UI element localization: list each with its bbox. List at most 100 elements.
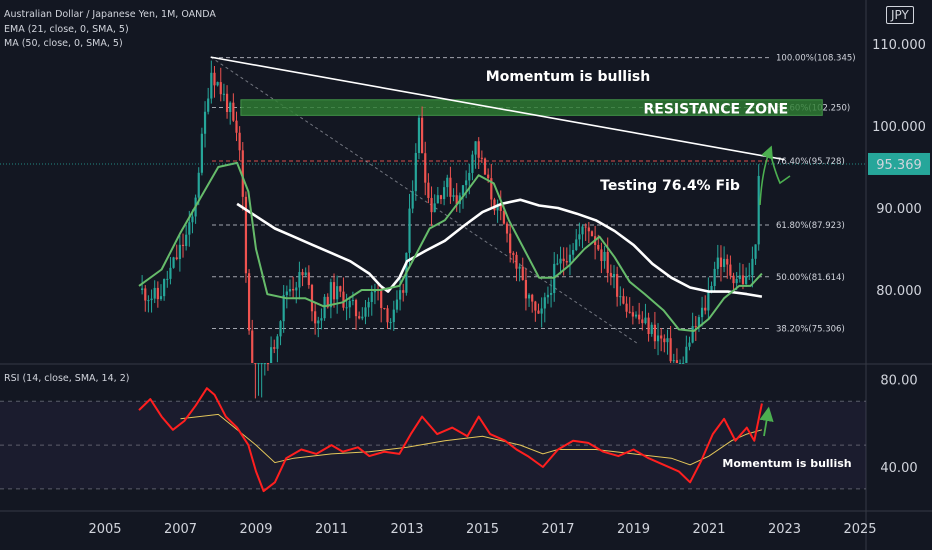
candle-body — [332, 282, 336, 300]
candle-body — [710, 285, 713, 291]
candle-body — [685, 346, 688, 363]
candle-body — [641, 319, 644, 324]
candle-body — [751, 258, 754, 276]
candle-body — [477, 141, 480, 158]
candle-body — [455, 195, 458, 205]
candle-body — [386, 308, 389, 323]
candle-body — [606, 251, 609, 273]
candle-body — [675, 360, 679, 363]
candle-body — [247, 273, 251, 331]
fib-level-label: 76.40%(95.728) — [776, 157, 845, 167]
candle-body — [200, 133, 203, 173]
candle-body — [515, 254, 518, 269]
candle-body — [704, 307, 707, 311]
current-price-value: 95.369 — [876, 158, 922, 173]
resistance-zone: RESISTANCE ZONE — [240, 99, 823, 117]
candle-body — [666, 338, 669, 343]
candle-body — [361, 316, 364, 319]
candle-body — [625, 303, 628, 312]
candle-body — [417, 117, 421, 153]
candle-body — [301, 272, 304, 276]
candle-body — [575, 239, 578, 251]
candle-body — [540, 308, 543, 314]
time-axis-tick: 2013 — [390, 522, 423, 537]
candle-body — [141, 288, 144, 290]
candle-body — [590, 231, 594, 237]
indicator-lines — [0, 56, 866, 332]
candle-body — [159, 296, 163, 300]
candle-body — [656, 335, 660, 342]
candle-body — [556, 263, 559, 265]
candle-body — [251, 330, 254, 363]
candle-body — [581, 226, 584, 235]
candle-body — [188, 222, 191, 235]
candle-body — [421, 117, 424, 154]
candle-body — [270, 347, 273, 363]
candle-body — [578, 234, 581, 240]
rsi-axis-tick: 80.00 — [880, 373, 917, 388]
resistance-zone-box — [240, 99, 823, 116]
candle-body — [663, 338, 666, 343]
candle-body — [565, 261, 568, 263]
candle-body — [320, 318, 323, 321]
candle-body — [317, 320, 320, 324]
candle-body — [156, 287, 159, 300]
candle-body — [616, 274, 619, 297]
candle-body — [691, 326, 694, 343]
candle-body — [298, 272, 301, 288]
candle-body — [496, 203, 499, 211]
candle-body — [364, 307, 367, 317]
candle-body — [723, 258, 726, 267]
candle-body — [446, 177, 449, 188]
candle-body — [719, 257, 723, 267]
ema-line — [138, 161, 763, 332]
candles — [141, 60, 760, 399]
candle-body — [288, 289, 292, 292]
current-price-badge — [868, 152, 930, 175]
candle-body — [144, 288, 147, 301]
pullback-arrow — [769, 151, 791, 185]
candle-body — [238, 132, 241, 151]
candle-body — [738, 275, 741, 279]
candle-body — [600, 249, 603, 262]
candle-body — [326, 296, 329, 308]
trendline — [210, 56, 785, 161]
candle-body — [285, 291, 288, 296]
resistance-zone-label: RESISTANCE ZONE — [643, 101, 788, 117]
candle-body — [213, 72, 216, 86]
candle-body — [185, 234, 188, 247]
rsi-legend[interactable]: RSI (14, close, SMA, 14, 2) — [4, 373, 130, 384]
candle-body — [609, 272, 612, 277]
candle-body — [465, 180, 468, 186]
candle-body — [163, 279, 166, 297]
candle-body — [383, 308, 386, 310]
candle-body — [634, 314, 638, 317]
candle-body — [203, 111, 207, 134]
fib-level-label: 100.00%(108.345) — [776, 54, 856, 64]
candle-body — [169, 267, 172, 279]
candle-body — [260, 363, 263, 364]
candle-body — [612, 274, 616, 277]
candle-body — [543, 297, 546, 309]
ema-legend[interactable]: EMA (21, close, 0, SMA, 5) — [4, 24, 129, 35]
candle-body — [263, 363, 266, 364]
rsi-axis-tick: 40.00 — [880, 461, 917, 476]
candle-body — [449, 177, 452, 197]
candle-body — [398, 290, 402, 300]
ma-legend[interactable]: MA (50, close, 0, SMA, 5) — [4, 38, 123, 49]
candle-body — [745, 276, 748, 284]
up-arrow — [759, 145, 773, 206]
candle-body — [380, 290, 383, 309]
candle-body — [172, 257, 175, 268]
candle-body — [707, 290, 710, 311]
ma-line — [236, 198, 763, 298]
currency-badge[interactable]: JPY — [886, 6, 914, 24]
candle-body — [502, 210, 505, 224]
candle-body — [732, 275, 735, 284]
candle-body — [697, 317, 701, 328]
candle-body — [631, 312, 634, 317]
candle-body — [342, 291, 345, 308]
candle-body — [276, 336, 279, 349]
